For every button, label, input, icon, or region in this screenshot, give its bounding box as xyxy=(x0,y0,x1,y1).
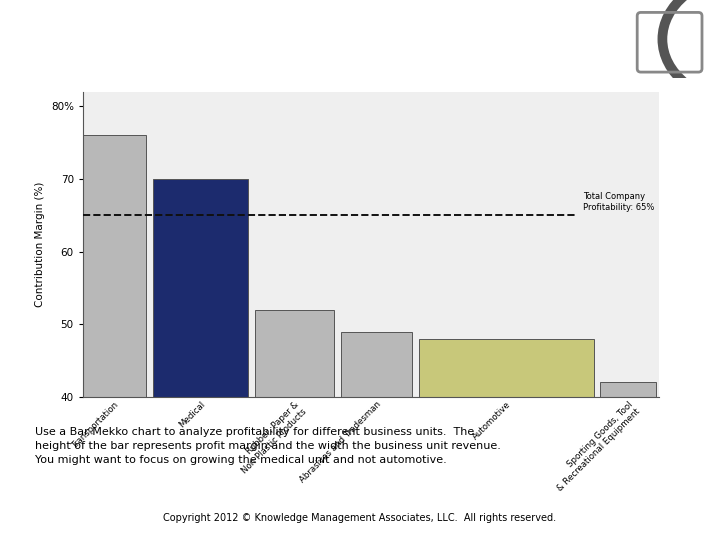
Text: Copyright 2012 © Knowledge Management Associates, LLC.  All rights reserved.: Copyright 2012 © Knowledge Management As… xyxy=(163,514,557,523)
Text: Total Company
Profitability: 65%: Total Company Profitability: 65% xyxy=(583,192,654,212)
Y-axis label: Contribution Margin (%): Contribution Margin (%) xyxy=(35,181,45,307)
Bar xyxy=(600,382,656,397)
Text: Use a Bar Mekko chart to analyze profitability for different business units.  Th: Use a Bar Mekko chart to analyze profita… xyxy=(35,427,501,465)
Bar xyxy=(341,332,413,397)
Text: KMA: KMA xyxy=(12,27,89,54)
Text: Profit by Business Unit: Profit by Business Unit xyxy=(206,31,456,51)
Bar xyxy=(153,179,248,397)
Bar xyxy=(255,310,334,397)
Bar xyxy=(83,136,146,397)
Bar xyxy=(419,339,594,397)
